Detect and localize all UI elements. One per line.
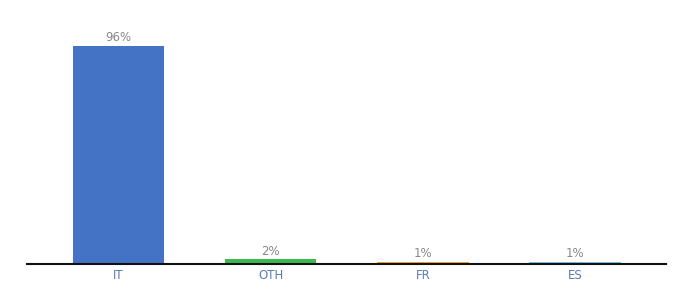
Text: 1%: 1%: [413, 247, 432, 260]
Text: 96%: 96%: [105, 31, 131, 44]
Bar: [530, 262, 621, 264]
Text: 2%: 2%: [261, 244, 280, 258]
Bar: [225, 260, 316, 264]
Text: 1%: 1%: [566, 247, 584, 260]
Bar: [377, 262, 469, 264]
Bar: [73, 46, 164, 264]
